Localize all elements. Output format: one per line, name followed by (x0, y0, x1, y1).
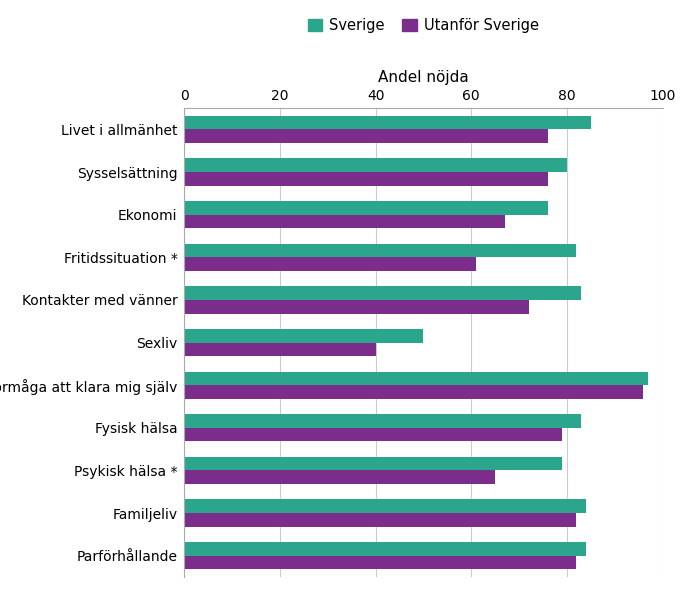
Bar (184, 556, 576, 569)
Bar (184, 215, 505, 228)
Bar (184, 201, 548, 215)
Bar (184, 457, 562, 471)
Bar (184, 371, 648, 385)
Bar (184, 159, 567, 172)
Bar (184, 428, 562, 442)
Bar (184, 499, 586, 513)
X-axis label: Andel nöjda: Andel nöjda (378, 70, 469, 85)
Bar (184, 300, 529, 314)
Legend: Sverige, Utanför Sverige: Sverige, Utanför Sverige (302, 13, 545, 39)
Bar (184, 343, 376, 356)
Bar (184, 172, 548, 186)
Bar (184, 243, 576, 257)
Bar (184, 542, 586, 556)
Bar (184, 329, 423, 343)
Bar (184, 471, 495, 484)
Bar (184, 286, 581, 300)
Bar (184, 129, 548, 143)
Bar (184, 116, 591, 129)
Bar (184, 414, 581, 428)
Bar (184, 513, 576, 526)
Bar (184, 257, 476, 271)
Bar (184, 385, 643, 399)
